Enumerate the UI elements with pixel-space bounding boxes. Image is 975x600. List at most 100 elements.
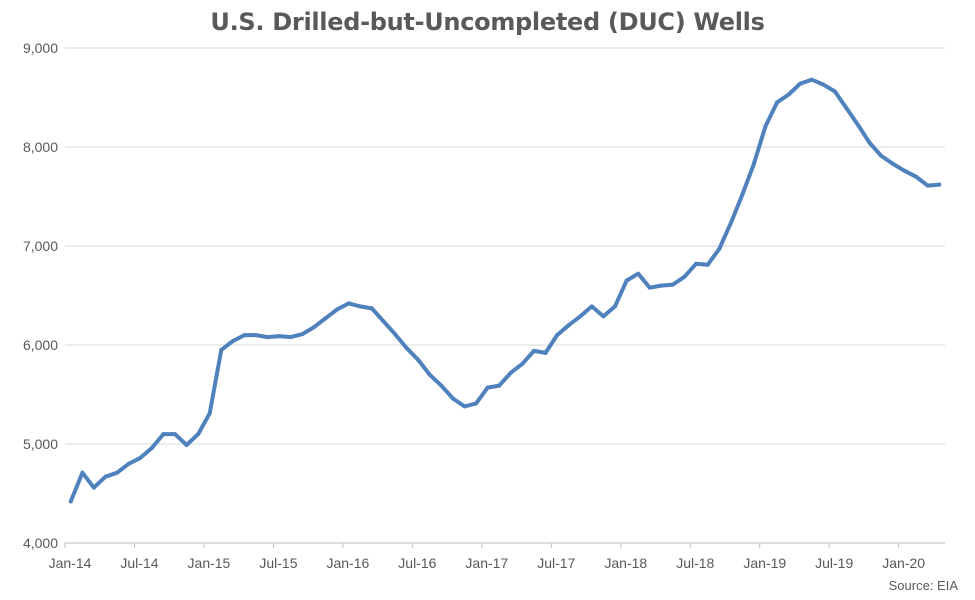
x-tick-label: Jul-18 [676,555,714,571]
data-point [925,183,930,188]
data-point [323,316,328,321]
data-point [647,285,652,290]
data-point [277,334,282,339]
data-point [126,461,131,466]
data-point [173,432,177,437]
data-point [80,470,85,475]
y-axis-tick-labels: 4,000 5,000 6,000 7,000 8,000 9,000 [23,40,58,551]
x-tick-label: Jan-15 [188,555,231,571]
x-tick-label: Jan-18 [604,555,647,571]
series-group [68,77,942,504]
chart-title: U.S. Drilled-but-Uncompleted (DUC) Wells [210,8,765,36]
data-point [694,261,699,266]
y-tick-label: 7,000 [23,238,58,254]
data-point [543,350,548,355]
x-axis [64,542,945,548]
x-tick-label: Jul-15 [259,555,297,571]
data-point [613,304,617,309]
data-point [508,370,513,375]
data-point [798,81,803,86]
data-point [601,314,606,319]
data-point [786,92,791,97]
x-axis-tick-labels: Jan-14 Jul-14 Jan-15 Jul-15 Jan-16 Jul-16 Jan-… [49,555,926,571]
x-tick-label: Jul-19 [815,555,853,571]
data-point [68,499,73,504]
data-point [288,335,293,340]
data-point [914,174,919,179]
data-point [450,396,455,401]
data-point [103,474,108,479]
data-point [566,323,571,328]
data-point [624,278,629,283]
x-tick-label: Jan-17 [465,555,508,571]
series-line [68,77,942,504]
data-point [207,411,212,416]
data-point [474,401,479,406]
data-point [161,432,166,437]
x-tick-label: Jul-16 [398,555,436,571]
data-point [242,333,247,338]
data-point [416,357,421,362]
data-point [740,192,745,197]
data-point [462,404,467,409]
data-point [844,106,849,111]
data-point [346,301,351,306]
data-point [636,271,641,276]
data-point [184,443,189,447]
data-point [531,348,536,353]
data-point [427,372,432,377]
data-point [833,89,837,94]
data-point [149,446,154,450]
data-point [717,247,722,251]
data-point [555,333,560,338]
data-point [520,361,525,366]
x-tick-label: Jan-16 [326,555,369,571]
y-tick-label: 5,000 [23,436,58,452]
data-point [369,306,374,311]
data-point [335,307,340,312]
data-point [937,182,942,187]
data-point [311,325,316,330]
data-point [381,319,386,324]
data-point [196,432,201,437]
data-point [705,262,710,267]
data-point [821,82,826,87]
y-tick-label: 8,000 [23,139,58,155]
data-point [265,335,270,340]
data-point [439,383,444,388]
x-tick-label: Jan-19 [743,555,786,571]
y-tick-label: 4,000 [23,535,58,551]
data-point [867,141,872,145]
data-point [578,314,583,319]
data-point [682,274,687,279]
data-point [659,283,664,288]
data-point [890,161,895,166]
data-point [879,153,884,158]
data-point [763,124,768,129]
x-tick-label: Jul-14 [120,555,158,571]
data-point [138,455,143,460]
x-tick-label: Jul-17 [537,555,575,571]
x-tick-label: Jan-14 [49,555,92,571]
data-point [300,332,305,337]
data-point [775,100,780,105]
data-point [404,346,409,350]
data-point [809,77,814,82]
data-point [497,383,502,388]
gridlines [65,47,945,445]
data-point [91,485,96,490]
y-tick-label: 9,000 [23,40,58,56]
data-point [589,304,594,309]
data-point [254,333,259,338]
data-point [230,339,235,343]
data-point [115,470,120,475]
data-point [902,168,907,173]
data-point [219,347,224,352]
data-point [670,282,675,287]
data-point [485,385,490,390]
y-tick-label: 6,000 [23,337,58,353]
source-note: Source: EIA [888,578,958,593]
x-tick-label: Jan-20 [882,555,925,571]
data-point [751,161,756,166]
